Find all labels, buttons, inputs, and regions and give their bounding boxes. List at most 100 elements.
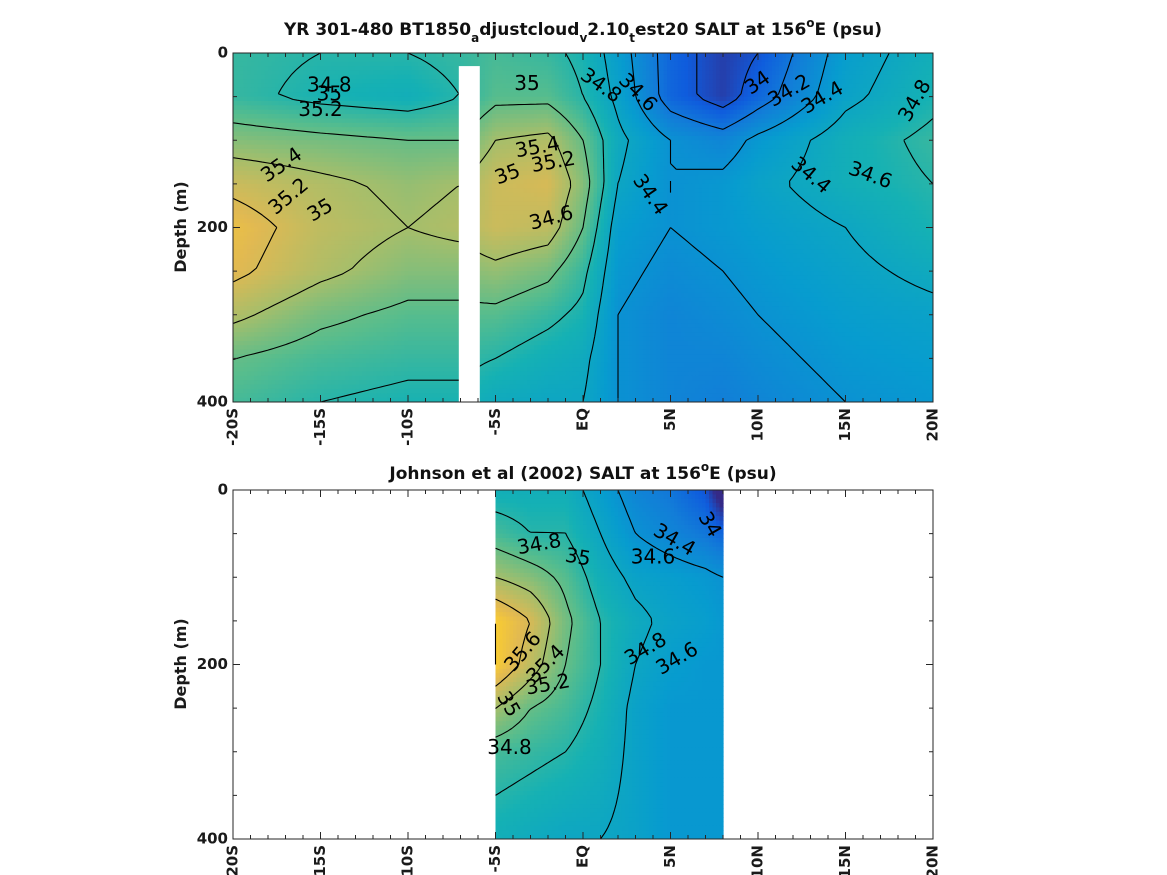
model-field-cell: [730, 148, 735, 154]
model-field-cell: [439, 148, 444, 154]
model-field-cell: [586, 74, 591, 80]
model-field-cell: [590, 153, 595, 159]
model-field-cell: [422, 61, 427, 67]
model-field-cell: [821, 118, 826, 124]
model-field-cell: [873, 144, 878, 150]
model-field-cell: [635, 92, 640, 98]
model-field-cell: [380, 66, 385, 72]
model-field-cell: [380, 114, 385, 120]
model-field-cell: [534, 144, 539, 150]
model-field-cell: [849, 87, 854, 93]
model-field-cell: [796, 148, 801, 154]
model-field-cell: [292, 92, 297, 98]
model-field-cell: [551, 118, 556, 124]
model-field-cell: [653, 109, 658, 115]
model-field-cell: [912, 92, 917, 98]
model-field-cell: [709, 79, 714, 85]
model-field-cell: [730, 144, 735, 150]
model-field-cell: [922, 79, 927, 85]
model-field-cell: [338, 127, 343, 133]
model-field-cell: [646, 118, 651, 124]
model-field-cell: [289, 66, 294, 72]
model-field-cell: [411, 100, 416, 106]
model-field-cell: [863, 157, 868, 163]
model-field-cell: [425, 83, 430, 89]
model-field-cell: [688, 87, 693, 93]
model-field-cell: [733, 109, 738, 115]
model-field-cell: [744, 61, 749, 67]
model-field-cell: [754, 61, 759, 67]
model-field-cell: [859, 70, 864, 76]
model-field-cell: [478, 148, 483, 154]
model-field-cell: [513, 148, 518, 154]
model-field-cell: [579, 122, 584, 128]
model-field-cell: [569, 148, 574, 154]
model-field-cell: [681, 127, 686, 133]
model-field-cell: [320, 114, 325, 120]
model-field-cell: [621, 70, 626, 76]
model-field-cell: [614, 53, 619, 58]
model-field-cell: [513, 153, 518, 159]
model-field-cell: [639, 127, 644, 133]
model-field-cell: [607, 57, 612, 63]
model-field-cell: [723, 87, 728, 93]
model-field-cell: [485, 53, 490, 58]
model-field-cell: [443, 61, 448, 67]
model-field-cell: [719, 105, 724, 111]
model-field-cell: [572, 100, 577, 106]
model-field-cell: [369, 109, 374, 115]
model-field-cell: [754, 70, 759, 76]
model-field-cell: [439, 53, 444, 58]
model-field-cell: [709, 70, 714, 76]
model-field-cell: [859, 109, 864, 115]
model-field-cell: [733, 148, 738, 154]
model-field-cell: [257, 96, 262, 102]
model-field-cell: [723, 53, 728, 58]
model-field-cell: [898, 79, 903, 85]
model-field-cell: [656, 109, 661, 115]
model-field-cell: [639, 57, 644, 63]
model-field-cell: [583, 61, 588, 67]
model-field-cell: [278, 105, 283, 111]
model-field-cell: [775, 127, 780, 133]
model-field-cell: [656, 66, 661, 72]
model-field-cell: [506, 74, 511, 80]
model-field-cell: [562, 57, 567, 63]
model-field-cell: [922, 105, 927, 111]
model-field-cell: [597, 122, 602, 128]
model-field-cell: [481, 57, 486, 63]
model-field-cell: [852, 96, 857, 102]
model-field-cell: [355, 135, 360, 141]
model-field-cell: [240, 87, 245, 93]
model-field-cell: [793, 79, 798, 85]
model-field-cell: [425, 61, 430, 67]
model-field-cell: [912, 83, 917, 89]
model-field-cell: [709, 135, 714, 141]
model-field-cell: [789, 148, 794, 154]
model-field-cell: [429, 157, 434, 163]
model-field-cell: [849, 61, 854, 67]
model-field-cell: [779, 66, 784, 72]
model-field-cell: [614, 114, 619, 120]
model-field-cell: [548, 114, 553, 120]
model-field-cell: [439, 140, 444, 146]
model-field-cell: [863, 92, 868, 98]
model-field-cell: [565, 61, 570, 67]
model-field-cell: [681, 131, 686, 137]
model-field-cell: [807, 127, 812, 133]
model-field-cell: [264, 114, 269, 120]
model-field-cell: [338, 92, 343, 98]
model-field-cell: [688, 105, 693, 111]
model-field-cell: [859, 79, 864, 85]
model-field-cell: [317, 127, 322, 133]
model-field-cell: [233, 53, 238, 58]
model-field-cell: [289, 140, 294, 146]
model-field-cell: [327, 53, 332, 58]
model-field-cell: [527, 135, 532, 141]
model-field-cell: [674, 157, 679, 163]
model-field-cell: [345, 114, 350, 120]
model-field-cell: [299, 83, 304, 89]
model-field-cell: [751, 153, 756, 159]
model-field-cell: [891, 135, 896, 141]
model-field-cell: [415, 118, 420, 124]
